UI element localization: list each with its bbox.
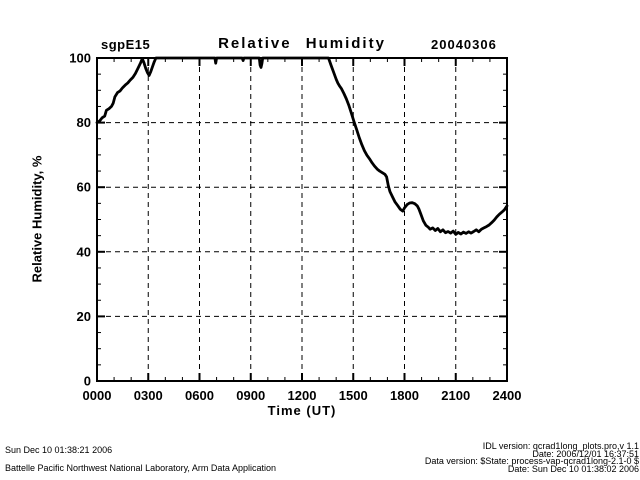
x-tick-label: 1500 <box>339 388 368 403</box>
y-tick-label: 40 <box>77 244 91 259</box>
date-label: 20040306 <box>431 37 497 52</box>
x-tick-label: 0000 <box>83 388 112 403</box>
plot-title: Relative Humidity <box>218 35 386 52</box>
idl-version-date: Date: 2006/12/01 16:37:51 <box>532 448 639 459</box>
x-tick-label: 0900 <box>236 388 265 403</box>
y-tick-label: 60 <box>77 180 91 195</box>
data-version-date: Date: Sun Dec 10 01:38:02 2006 <box>507 463 639 474</box>
x-tick-label: 2400 <box>493 388 522 403</box>
y-tick-label: 100 <box>69 51 91 66</box>
y-axis-title: Relative Humidity, % <box>29 155 45 283</box>
x-axis-title: Time (UT) <box>267 403 337 418</box>
organization-label: Battelle Pacific Northwest National Labo… <box>5 463 276 473</box>
tick-labels: 0 20 40 60 80 100 0000 0300 0600 0900 1200 1500 1800… <box>69 51 521 404</box>
x-tick-label: 2100 <box>441 388 470 403</box>
humidity-curve <box>95 56 509 236</box>
y-tick-label: 20 <box>77 309 91 324</box>
idl-version-label: IDL version: qcrad1long_plots.pro,v 1.1 <box>482 441 639 451</box>
plot-timestamp: Sun Dec 10 01:38:21 2006 <box>5 445 113 455</box>
x-tick-label: 0300 <box>134 388 163 403</box>
footer-right: IDL version: qcrad1long_plots.pro,v 1.1 … <box>424 441 639 474</box>
y-tick-label: 0 <box>84 374 91 389</box>
x-tick-label: 1800 <box>390 388 419 403</box>
data-version-label: Data version: $State: process-vap-qcrad1… <box>424 456 639 467</box>
site-label: sgpE15 <box>101 37 151 52</box>
x-tick-label: 1200 <box>288 388 317 403</box>
gridlines <box>97 58 507 381</box>
y-tick-label: 80 <box>77 115 91 130</box>
x-tick-label: 0600 <box>185 388 214 403</box>
footer-left: Sun Dec 10 01:38:21 2006 Battelle Pacifi… <box>5 445 276 473</box>
